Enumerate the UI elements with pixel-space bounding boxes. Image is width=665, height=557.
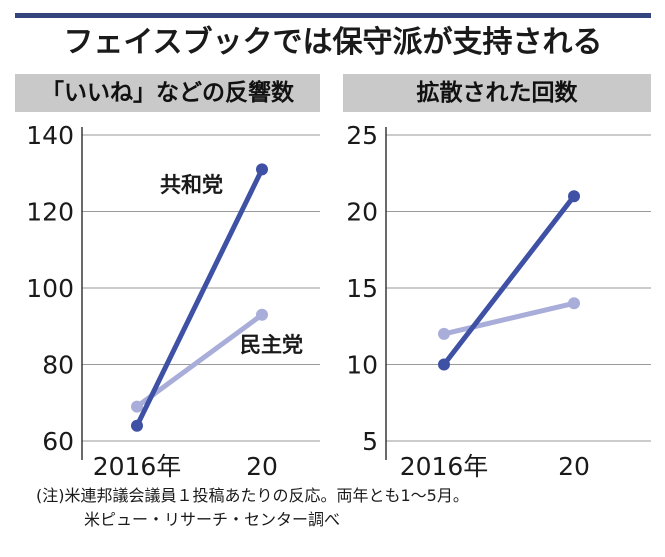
x-tick-label: 2016年 <box>400 452 489 481</box>
y-tick-label: 140 <box>26 121 74 150</box>
source-note: (注)米連邦議会議員１投稿あたりの反応。両年とも1～5月。 米ピュー・リサーチ・… <box>36 484 656 532</box>
data-point <box>438 358 450 371</box>
x-tick-label: 2016年 <box>93 452 182 481</box>
data-point <box>568 190 580 203</box>
data-point <box>131 400 143 413</box>
series-line <box>441 300 577 337</box>
panel-title-shares: 拡散された回数 <box>343 74 651 112</box>
top-rule <box>15 13 651 18</box>
x-tick-label: 20 <box>246 452 278 481</box>
series-line <box>134 166 265 429</box>
y-tick-label: 60 <box>42 427 74 456</box>
y-tick-label: 25 <box>346 121 378 150</box>
note-line-1: (注)米連邦議会議員１投稿あたりの反応。両年とも1～5月。 <box>36 486 469 505</box>
data-point <box>131 419 143 432</box>
y-tick-label: 100 <box>26 274 74 303</box>
data-point <box>568 297 580 310</box>
y-tick-label: 5 <box>362 427 378 456</box>
y-tick-label: 120 <box>26 198 74 227</box>
series-line <box>441 193 577 367</box>
panel-title-reactions: 「いいね」などの反響数 <box>15 74 320 112</box>
series-label: 共和党 <box>160 173 223 197</box>
y-tick-label: 15 <box>346 274 378 303</box>
series-label: 民主党 <box>240 333 303 357</box>
x-tick-label: 20 <box>558 452 590 481</box>
note-line-2: 米ピュー・リサーチ・センター調べ <box>84 510 341 529</box>
y-tick-label: 20 <box>346 198 378 227</box>
y-tick-label: 80 <box>42 351 74 380</box>
data-point <box>256 308 268 321</box>
series-line <box>134 312 265 410</box>
data-point <box>256 163 268 176</box>
chart-title: フェイスブックでは保守派が支持される <box>63 25 603 60</box>
y-tick-label: 10 <box>346 351 378 380</box>
panel-shares: 5 10 15 20 25 2016年 20 <box>346 121 651 481</box>
data-point <box>438 327 450 340</box>
